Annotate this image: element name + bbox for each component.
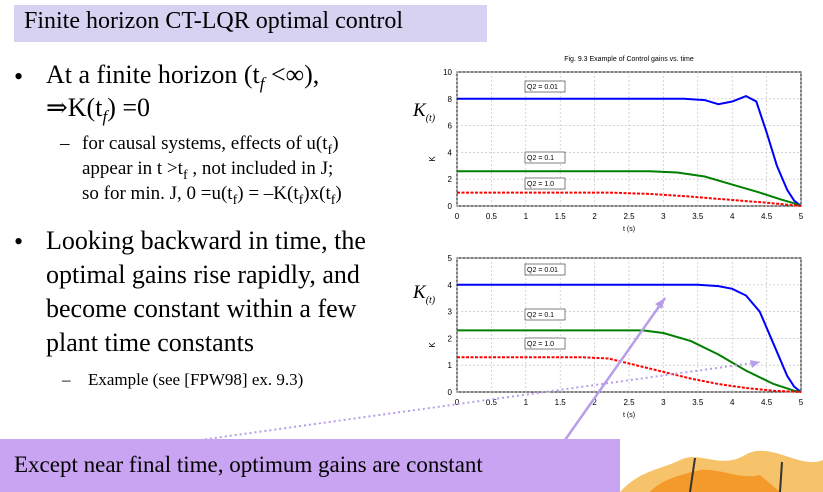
x-tick-label: 0.5	[486, 398, 498, 407]
y-tick-label: 2	[448, 334, 453, 343]
series-line	[457, 95, 802, 207]
series-label-box	[524, 177, 566, 190]
sub-bullet-line-2: appear in t >tf , not included in J;	[82, 158, 334, 183]
series-label-box	[524, 80, 566, 93]
series-label: Q2 = 1.0	[527, 341, 554, 348]
y-tick-label: 4	[448, 148, 453, 157]
chart-frame	[456, 71, 802, 207]
x-tick-label: 3.5	[692, 398, 704, 407]
y-tick-label: 6	[448, 122, 453, 131]
bullet-1-line-2: ⇒K(tf) =0	[46, 93, 151, 127]
y-tick-label: 0	[448, 202, 453, 211]
bullet-1-line-1: At a finite horizon (tf <∞),	[46, 60, 320, 94]
series-line	[457, 283, 802, 393]
x-tick-label: 4	[730, 398, 735, 407]
x-tick-label: 2.5	[623, 398, 635, 407]
x-tick-label: 0.5	[486, 212, 498, 221]
series-label-box	[524, 308, 566, 321]
series-label: Q2 = 0.01	[527, 267, 558, 274]
series-label-box	[524, 263, 566, 276]
annotation-arrowhead	[655, 298, 665, 309]
y-tick-label: 8	[448, 95, 453, 104]
y-tick-label: 4	[448, 281, 453, 290]
x-tick-label: 2	[592, 212, 597, 221]
series-line	[457, 329, 802, 393]
sub-bullet-dash: –	[60, 133, 70, 154]
title-bar	[14, 5, 487, 42]
k-label-top: K(t)	[413, 100, 436, 124]
x-tick-label: 0	[455, 398, 460, 407]
x-tick-label: 5	[799, 212, 804, 221]
decorative-flame-shape	[650, 469, 780, 492]
bullet-marker: •	[14, 62, 24, 91]
series-label-box	[524, 337, 566, 350]
x-tick-label: 4.5	[761, 212, 773, 221]
y-tick-label: 1	[448, 361, 453, 370]
x-tick-label: 2	[592, 398, 597, 407]
y-axis-label: K	[428, 342, 437, 348]
sub-bullet-line-3: so for min. J, 0 =u(tf) = –K(tf)x(tf)	[82, 183, 342, 208]
series-line	[457, 356, 802, 393]
series-label-box	[524, 151, 566, 164]
x-tick-label: 3.5	[692, 212, 704, 221]
bullet-2-line-4: plant time constants	[46, 328, 254, 357]
x-tick-label: 2.5	[623, 212, 635, 221]
x-tick-label: 3	[661, 212, 666, 221]
annotation-dotted-arrow	[199, 361, 761, 441]
x-tick-label: 4.5	[761, 398, 773, 407]
y-tick-label: 10	[443, 68, 452, 77]
example-text: Example (see [FPW98] ex. 9.3)	[88, 370, 304, 389]
bullet-2-line-2: optimal gains rise rapidly, and	[46, 260, 360, 289]
bullet-2-line-1: Looking backward in time, the	[46, 226, 366, 255]
annotation-arrowhead	[750, 360, 760, 368]
chart-title: Fig. 9.3 Example of Control gains vs. ti…	[564, 56, 694, 63]
y-axis-label: K	[428, 156, 437, 162]
y-tick-label: 5	[448, 254, 453, 263]
decorative-stroke	[779, 461, 783, 492]
x-tick-label: 1.5	[555, 212, 567, 221]
x-tick-label: 5	[799, 398, 804, 407]
bullet-marker: •	[14, 227, 24, 256]
slide-title: Finite horizon CT-LQR optimal control	[24, 8, 404, 34]
series-line	[457, 170, 802, 207]
x-tick-label: 4	[730, 212, 735, 221]
annotation-arrow	[563, 297, 667, 441]
y-tick-label: 3	[448, 308, 453, 317]
series-label: Q2 = 1.0	[527, 181, 554, 188]
x-tick-label: 1.5	[555, 398, 567, 407]
example-dash: –	[62, 370, 71, 389]
x-axis-label: t (s)	[623, 412, 635, 419]
y-tick-label: 2	[448, 175, 453, 184]
series-label: Q2 = 0.1	[527, 312, 554, 319]
x-tick-label: 3	[661, 398, 666, 407]
k-label-bottom: K(t)	[413, 282, 436, 306]
decorative-stroke	[689, 457, 696, 492]
x-tick-label: 1	[524, 398, 529, 407]
bullet-2-line-3: become constant within a few	[46, 294, 357, 323]
x-axis-label: t (s)	[623, 226, 635, 233]
series-line	[457, 191, 802, 207]
x-tick-label: 0	[455, 212, 460, 221]
sub-bullet-line-1: for causal systems, effects of u(tf)	[82, 133, 339, 158]
series-label: Q2 = 0.1	[527, 155, 554, 162]
series-label: Q2 = 0.01	[527, 84, 558, 91]
bottom-banner-text: Except near final time, optimum gains ar…	[14, 452, 483, 477]
bottom-banner	[0, 439, 620, 492]
y-tick-label: 0	[448, 388, 453, 397]
x-tick-label: 1	[524, 212, 529, 221]
